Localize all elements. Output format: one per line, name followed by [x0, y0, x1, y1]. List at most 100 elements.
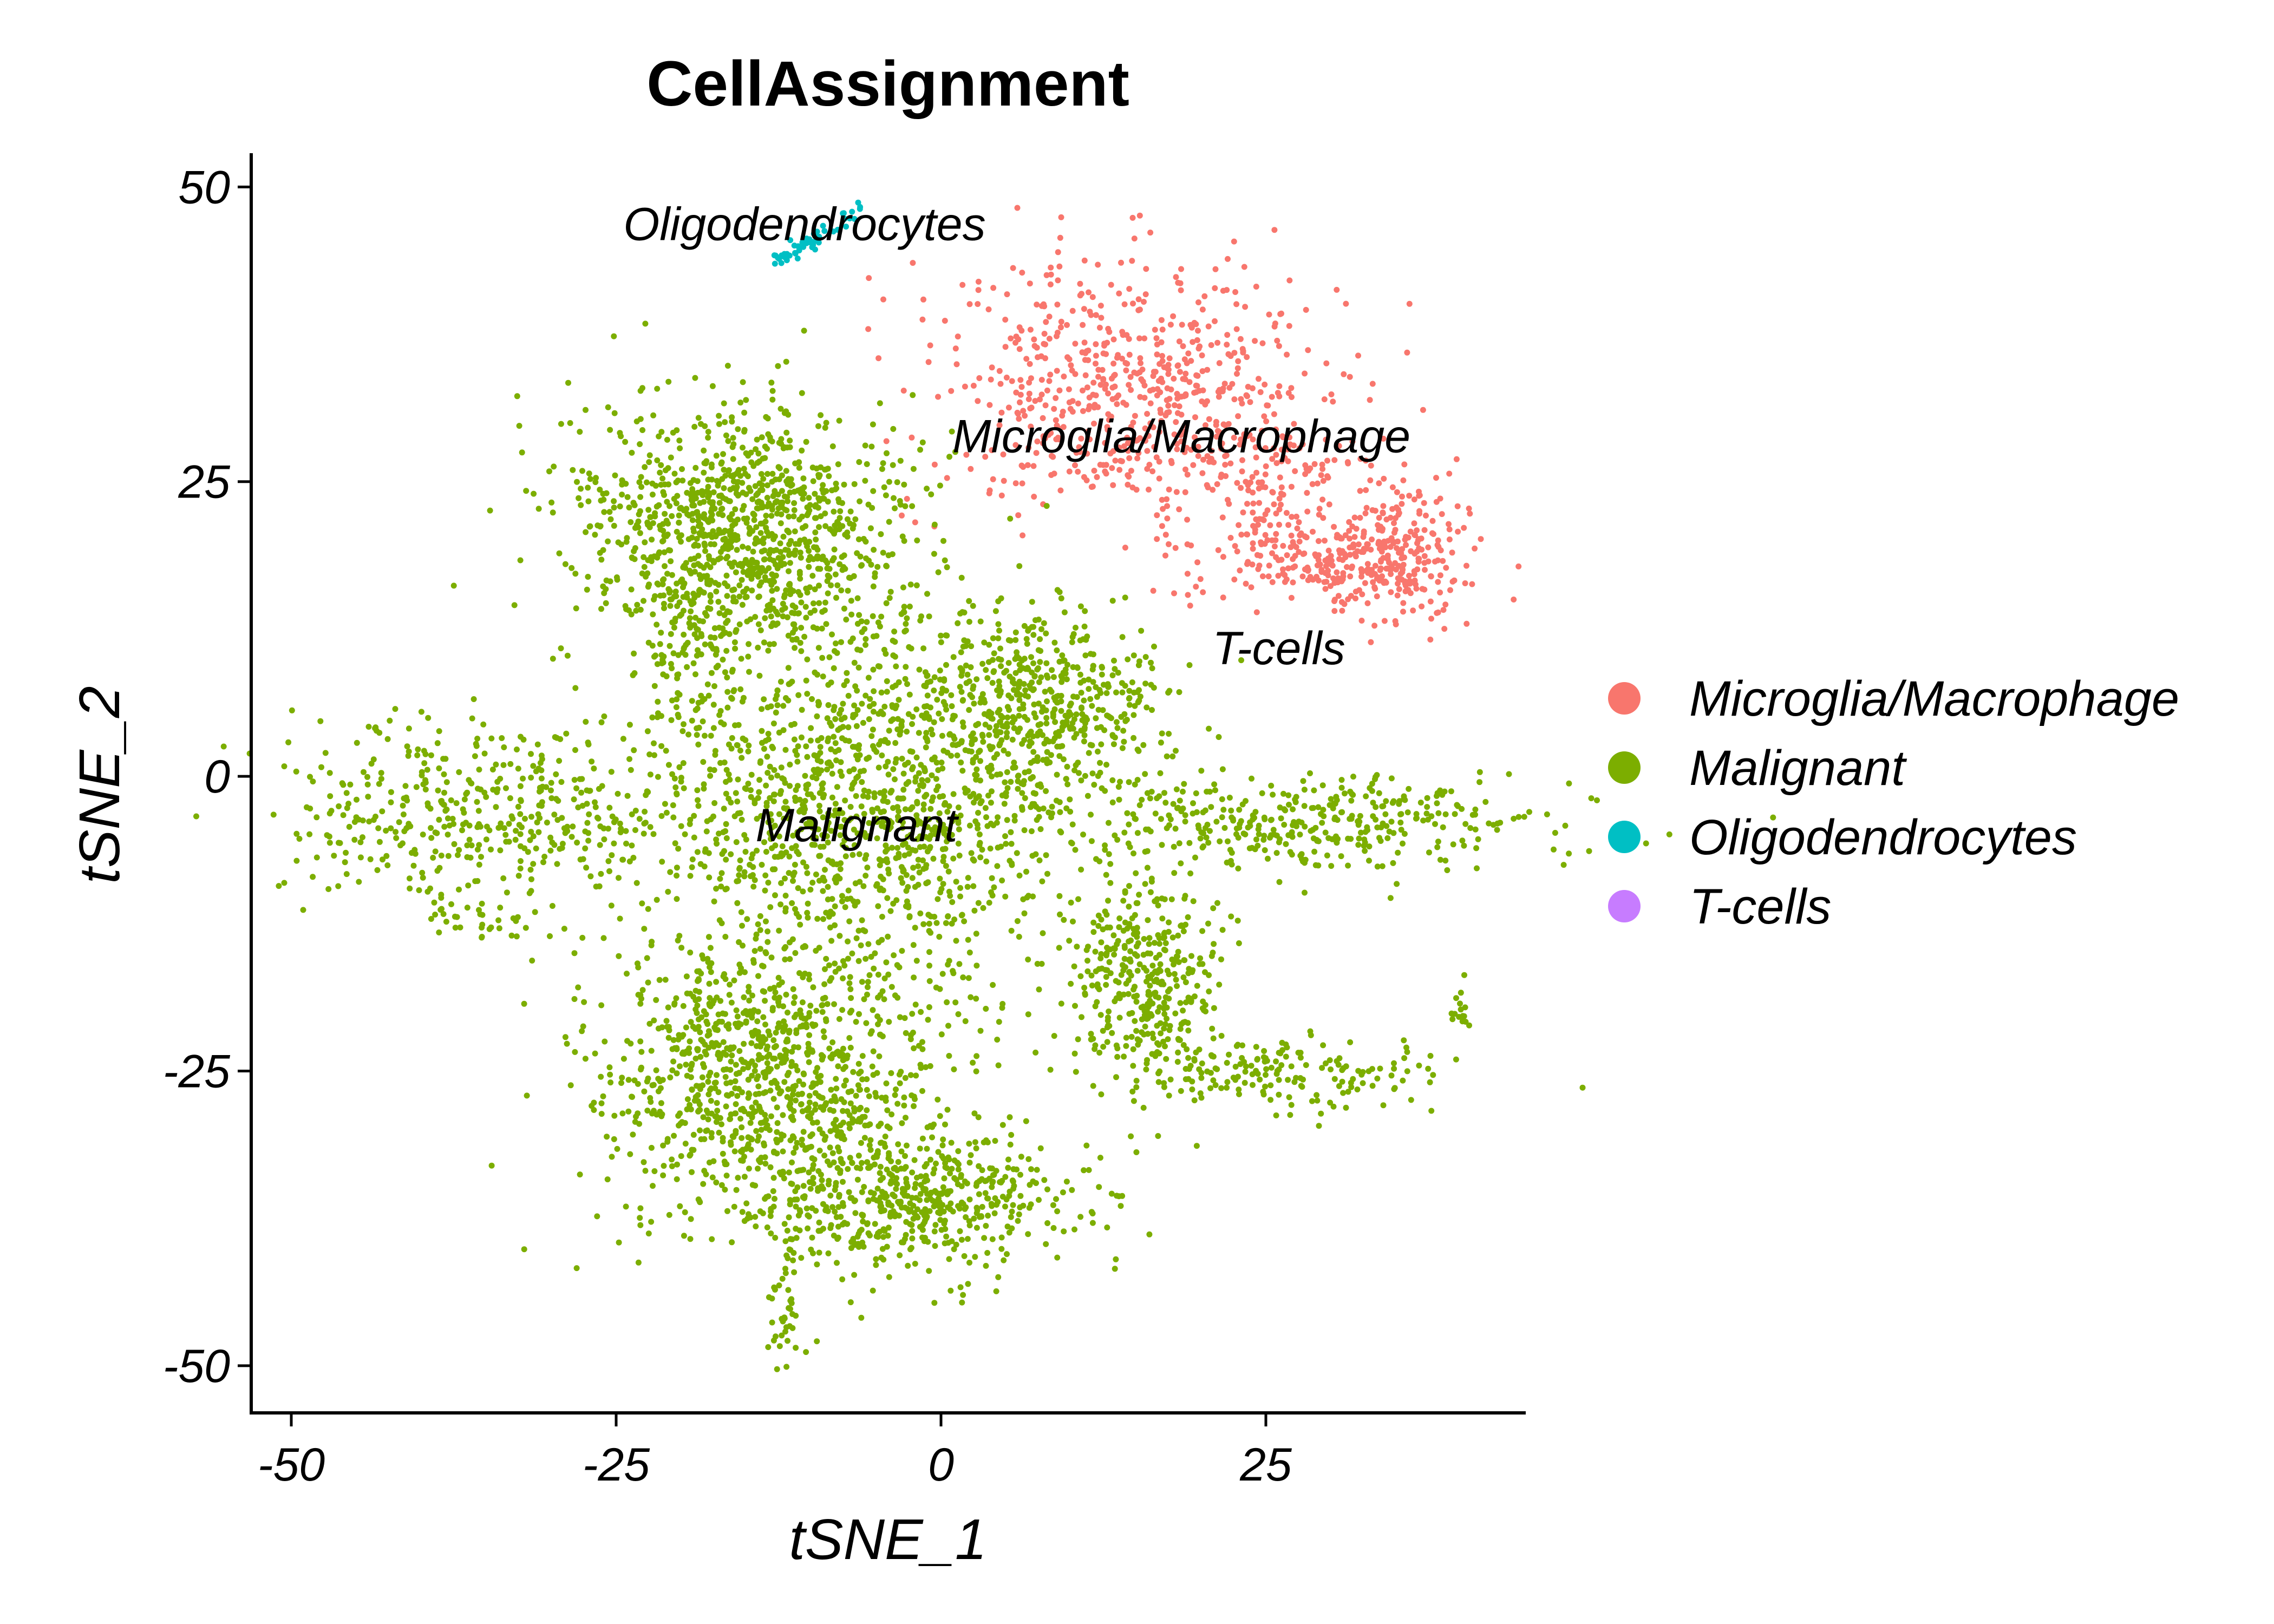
- data-point: [681, 631, 687, 638]
- data-point: [516, 822, 522, 828]
- data-point: [474, 824, 481, 830]
- data-point: [1028, 828, 1035, 834]
- data-point: [1009, 676, 1016, 683]
- data-point: [1562, 822, 1569, 829]
- data-point: [456, 886, 462, 893]
- data-point: [1265, 573, 1272, 580]
- data-point: [448, 797, 454, 803]
- data-point: [1062, 712, 1069, 719]
- data-point: [777, 540, 783, 547]
- data-point: [420, 831, 426, 838]
- data-point: [886, 728, 892, 734]
- data-point: [746, 641, 752, 647]
- data-point: [479, 900, 485, 907]
- data-point: [1131, 652, 1137, 659]
- data-point: [1310, 528, 1316, 535]
- data-point: [672, 784, 679, 790]
- data-point: [881, 646, 887, 653]
- data-point: [1285, 565, 1291, 572]
- data-point: [1128, 423, 1134, 430]
- data-point: [815, 702, 822, 709]
- data-point: [1237, 441, 1243, 448]
- data-point: [1117, 778, 1123, 785]
- data-point: [516, 423, 522, 429]
- data-point: [1300, 778, 1306, 784]
- data-point: [913, 958, 920, 964]
- data-point: [1296, 519, 1302, 526]
- data-point: [1123, 367, 1129, 374]
- data-point: [792, 645, 798, 651]
- data-point: [915, 863, 922, 869]
- data-point: [1219, 796, 1225, 802]
- data-point: [837, 725, 844, 731]
- data-point: [1193, 790, 1199, 796]
- data-point: [721, 721, 727, 728]
- data-point: [1100, 462, 1107, 468]
- data-point: [1173, 419, 1179, 425]
- data-point: [1121, 443, 1127, 449]
- data-point: [361, 769, 367, 775]
- data-point: [1061, 374, 1067, 379]
- data-point: [1050, 738, 1056, 744]
- data-point: [1171, 590, 1177, 597]
- data-point: [695, 542, 701, 549]
- data-point: [1208, 459, 1215, 465]
- data-point: [336, 803, 342, 809]
- data-point: [1095, 748, 1101, 755]
- data-point: [1037, 728, 1043, 735]
- data-point: [803, 863, 809, 870]
- data-point: [1024, 462, 1031, 468]
- data-point: [976, 831, 983, 837]
- data-point: [1132, 815, 1138, 822]
- data-point: [1440, 824, 1446, 830]
- data-point: [989, 744, 996, 750]
- data-point: [1293, 544, 1299, 551]
- data-point: [860, 883, 867, 889]
- chart-title: CellAssignment: [646, 48, 1129, 120]
- data-point: [1126, 382, 1132, 388]
- data-point: [1126, 286, 1133, 292]
- data-point: [799, 706, 805, 713]
- data-point: [920, 296, 926, 303]
- data-point: [1142, 425, 1148, 431]
- data-point: [708, 643, 714, 649]
- data-point: [964, 671, 971, 678]
- data-point: [1029, 599, 1035, 605]
- data-point: [1319, 782, 1326, 789]
- data-point: [1176, 689, 1182, 695]
- data-point: [626, 505, 632, 510]
- data-point: [1373, 816, 1379, 823]
- data-point: [529, 958, 535, 964]
- data-point: [589, 758, 595, 765]
- data-point: [872, 570, 878, 577]
- data-point: [1082, 720, 1088, 726]
- data-point: [1238, 436, 1244, 443]
- data-point: [755, 973, 761, 979]
- data-point: [1096, 324, 1103, 331]
- data-point: [1355, 352, 1361, 359]
- data-point: [1035, 722, 1042, 728]
- data-point: [1081, 474, 1087, 480]
- data-point: [665, 586, 672, 592]
- data-point: [966, 301, 973, 307]
- data-point: [1323, 579, 1330, 585]
- data-point: [664, 436, 670, 443]
- data-point: [985, 793, 991, 799]
- data-point: [821, 467, 828, 473]
- data-point: [1544, 811, 1550, 817]
- data-point: [769, 388, 776, 394]
- data-point: [1015, 512, 1022, 519]
- data-point: [1030, 660, 1036, 666]
- data-point: [922, 794, 928, 800]
- data-point: [1338, 784, 1345, 791]
- data-point: [1012, 480, 1019, 487]
- data-point: [1066, 386, 1072, 392]
- data-point: [931, 521, 938, 528]
- data-point: [894, 479, 900, 486]
- data-point: [767, 763, 773, 770]
- data-point: [949, 899, 956, 905]
- data-point: [1478, 536, 1484, 542]
- data-point: [1526, 809, 1532, 815]
- data-point: [716, 917, 723, 924]
- data-point: [1064, 662, 1070, 668]
